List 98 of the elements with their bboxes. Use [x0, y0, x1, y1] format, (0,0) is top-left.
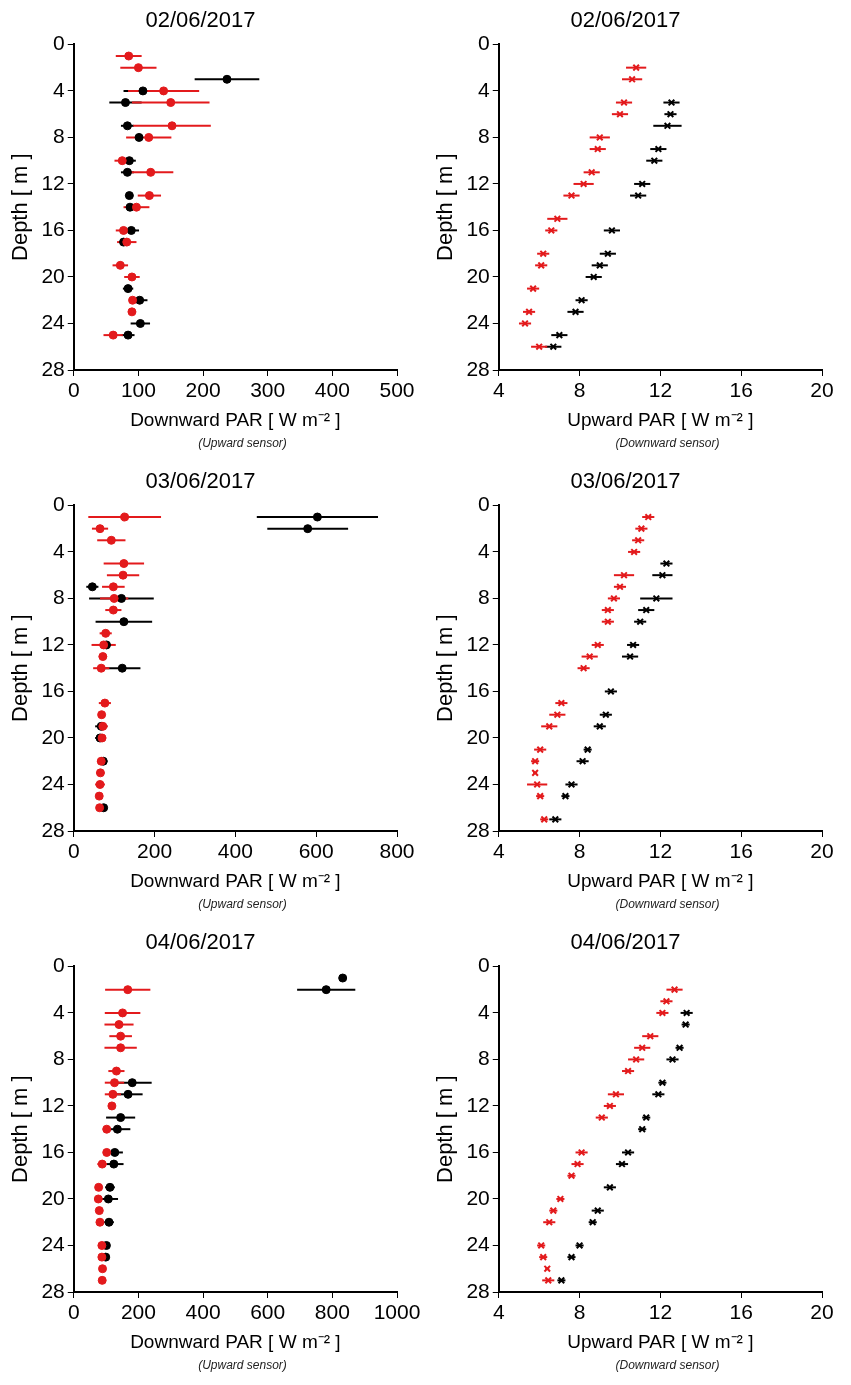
y-tick-label: 8	[53, 1046, 65, 1070]
y-axis-title: Depth [ m ]	[432, 1075, 458, 1183]
x-axis-title: Downward PAR [ W m⁻² ]	[130, 408, 341, 430]
y-tick-label: 4	[53, 999, 66, 1023]
y-axis-title: Depth [ m ]	[7, 153, 33, 261]
y-tick-label: 0	[53, 953, 65, 977]
y-tick-label: 16	[41, 678, 65, 702]
x-tick-label: 800	[379, 839, 415, 863]
y-axis-title: Depth [ m ]	[7, 614, 33, 722]
y-tick-label: 8	[478, 1046, 490, 1070]
y-tick-label: 16	[41, 217, 65, 241]
y-tick-label: 0	[478, 31, 490, 55]
chart-title: 02/06/2017	[570, 7, 681, 33]
chart-title: 04/06/2017	[145, 929, 256, 955]
y-tick-label: 28	[466, 356, 490, 380]
chart-title: 03/06/2017	[570, 468, 681, 494]
x-tick-label: 8	[573, 378, 586, 402]
x-tick-label: 12	[648, 1300, 673, 1324]
y-axis-title: Depth [ m ]	[7, 1075, 33, 1183]
y-tick-label: 28	[466, 817, 490, 841]
y-tick-label: 0	[478, 953, 490, 977]
y-tick-label: 24	[466, 771, 491, 795]
x-tick-label: 500	[379, 378, 415, 402]
y-tick-label: 20	[466, 1185, 490, 1209]
y-tick-label: 4	[478, 538, 491, 562]
x-tick-label: 600	[250, 1300, 286, 1324]
y-tick-label: 12	[41, 631, 65, 655]
y-tick-label: 20	[41, 724, 65, 748]
x-tick-label: 200	[120, 1300, 156, 1324]
text: (Downward sensor)	[614, 897, 721, 911]
y-tick-label: 4	[53, 538, 66, 562]
y-tick-label: 8	[478, 585, 490, 609]
text: (Downward sensor)	[614, 1358, 721, 1372]
y-tick-label: 28	[41, 817, 65, 841]
x-tick-label: 1000	[373, 1300, 421, 1324]
y-tick-label: 28	[41, 1278, 65, 1302]
x-tick-label: 20	[810, 1300, 834, 1324]
y-tick-label: 8	[53, 585, 65, 609]
y-tick-label: 20	[41, 263, 65, 287]
y-tick-label: 20	[466, 724, 490, 748]
x-tick-label: 12	[648, 839, 673, 863]
x-tick-label: 400	[217, 839, 253, 863]
x-axis-title: Downward PAR [ W m⁻² ]	[130, 869, 341, 891]
y-tick-label: 12	[466, 170, 490, 194]
y-tick-label: 16	[466, 678, 490, 702]
chart-title: 03/06/2017	[145, 468, 256, 494]
x-tick-label: 100	[120, 378, 156, 402]
y-tick-label: 24	[41, 1232, 66, 1256]
x-tick-label: 20	[810, 378, 834, 402]
y-tick-label: 12	[41, 170, 65, 194]
x-axis-title: Downward PAR [ W m⁻² ]	[130, 1330, 341, 1352]
x-axis-title: Upward PAR [ W m⁻² ]	[567, 869, 754, 891]
y-tick-label: 16	[466, 217, 490, 241]
y-tick-label: 12	[466, 631, 490, 655]
y-tick-label: 4	[53, 77, 66, 101]
x-tick-label: 16	[729, 1300, 753, 1324]
y-tick-label: 28	[466, 1278, 490, 1302]
y-tick-label: 4	[478, 999, 491, 1023]
y-tick-label: 0	[53, 492, 65, 516]
y-tick-label: 24	[466, 1232, 491, 1256]
y-tick-label: 16	[466, 1139, 490, 1163]
x-tick-label: 16	[729, 839, 753, 863]
text: (Upward sensor)	[197, 1358, 288, 1372]
y-tick-label: 4	[478, 77, 491, 101]
y-tick-label: 28	[41, 356, 65, 380]
y-tick-label: 12	[466, 1092, 490, 1116]
text: (Upward sensor)	[197, 897, 288, 911]
y-tick-label: 16	[41, 1139, 65, 1163]
chart-title: 04/06/2017	[570, 929, 681, 955]
x-tick-label: 200	[137, 839, 173, 863]
y-tick-label: 12	[41, 1092, 65, 1116]
y-tick-label: 24	[466, 310, 491, 334]
y-tick-label: 20	[41, 1185, 65, 1209]
y-tick-label: 0	[53, 31, 65, 55]
text: (Upward sensor)	[197, 436, 288, 450]
y-tick-label: 8	[478, 124, 490, 148]
y-axis-title: Depth [ m ]	[432, 614, 458, 722]
x-tick-label: 8	[573, 1300, 586, 1324]
x-tick-label: 600	[298, 839, 334, 863]
x-axis-title: Upward PAR [ W m⁻² ]	[567, 408, 754, 430]
x-tick-label: 8	[573, 839, 586, 863]
chart-title: 02/06/2017	[145, 7, 256, 33]
y-tick-label: 20	[466, 263, 490, 287]
x-tick-label: 16	[729, 378, 753, 402]
y-tick-label: 24	[41, 310, 66, 334]
x-tick-label: 800	[314, 1300, 350, 1324]
x-tick-label: 400	[185, 1300, 221, 1324]
y-axis-title: Depth [ m ]	[432, 153, 458, 261]
x-tick-label: 12	[648, 378, 673, 402]
x-tick-label: 200	[185, 378, 221, 402]
y-tick-label: 24	[41, 771, 66, 795]
x-tick-label: 20	[810, 839, 834, 863]
x-tick-label: 400	[314, 378, 350, 402]
y-tick-label: 8	[53, 124, 65, 148]
text: (Downward sensor)	[614, 436, 721, 450]
x-axis-title: Upward PAR [ W m⁻² ]	[567, 1330, 754, 1352]
y-tick-label: 0	[478, 492, 490, 516]
x-tick-label: 300	[250, 378, 286, 402]
